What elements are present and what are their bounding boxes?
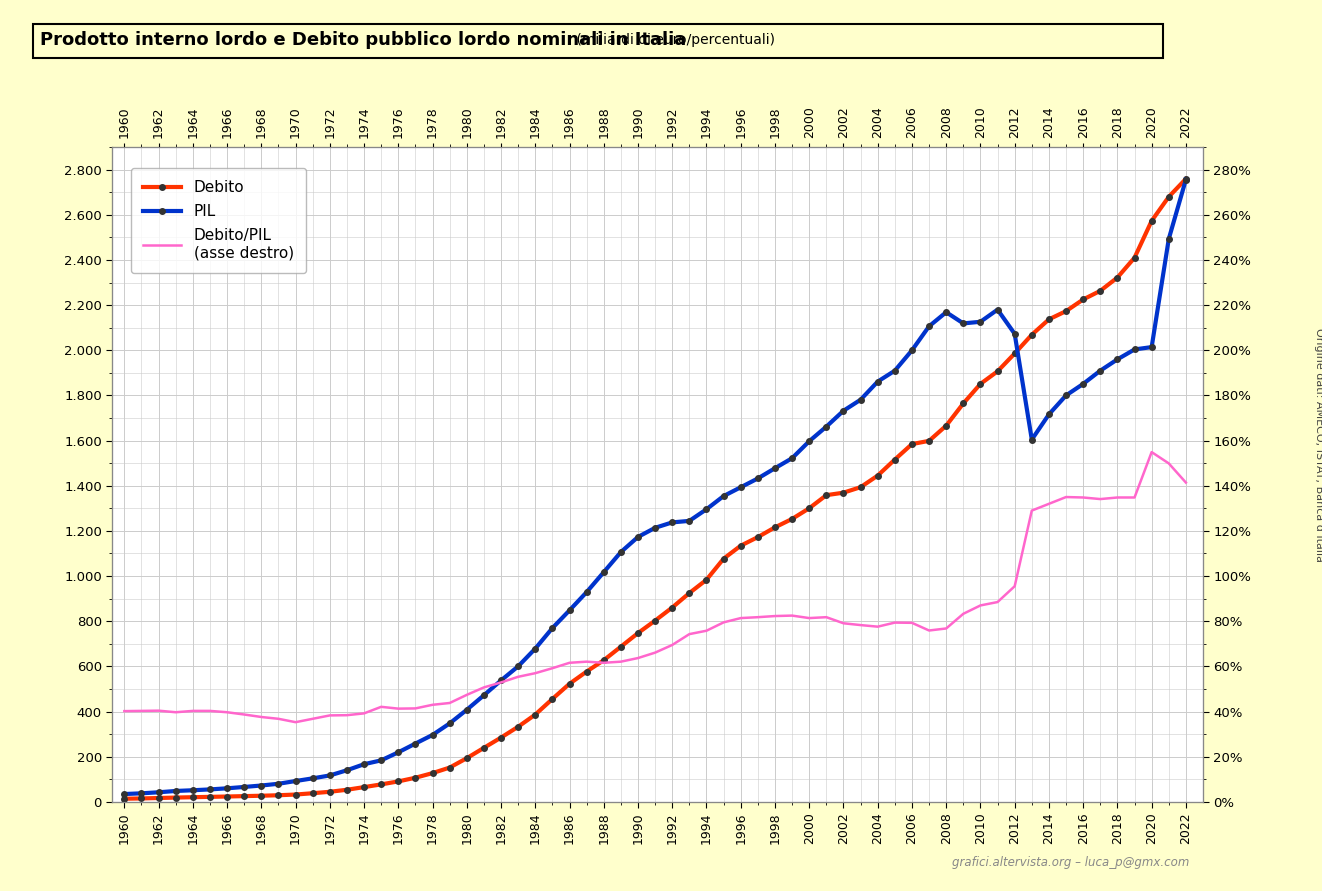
- Text: (miliardi di euro/percentuali): (miliardi di euro/percentuali): [572, 33, 776, 47]
- Text: Prodotto interno lordo e Debito pubblico lordo nominali in Italia: Prodotto interno lordo e Debito pubblico…: [40, 31, 686, 49]
- Legend: Debito, PIL, Debito/PIL
(asse destro): Debito, PIL, Debito/PIL (asse destro): [131, 168, 305, 273]
- Text: Origine dati: AMECO; ISTAT; Banca d’Italia: Origine dati: AMECO; ISTAT; Banca d’Ital…: [1314, 329, 1322, 562]
- Text: grafici.altervista.org – luca_p@gmx.com: grafici.altervista.org – luca_p@gmx.com: [952, 855, 1190, 869]
